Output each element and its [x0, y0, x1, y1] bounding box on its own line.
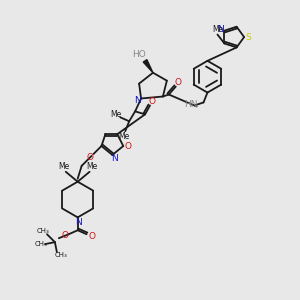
Text: O: O [86, 153, 93, 162]
Text: O: O [125, 142, 132, 151]
Text: CH₃: CH₃ [55, 252, 67, 258]
Text: Me: Me [118, 132, 130, 141]
Text: Me: Me [111, 110, 122, 119]
Text: O: O [61, 231, 68, 240]
Text: S: S [245, 33, 251, 42]
Text: O: O [148, 97, 155, 106]
Text: O: O [88, 232, 95, 241]
Text: N: N [217, 25, 224, 34]
Text: HO: HO [132, 50, 146, 59]
Text: CH₃: CH₃ [37, 228, 50, 234]
Text: N: N [134, 96, 140, 105]
Text: CH₃: CH₃ [34, 241, 47, 247]
Polygon shape [143, 60, 153, 73]
Text: Me: Me [58, 162, 69, 171]
Text: Me: Me [212, 25, 223, 34]
Text: N: N [75, 218, 82, 227]
Text: O: O [174, 78, 181, 87]
Text: Me: Me [86, 162, 97, 171]
Text: HN: HN [184, 100, 197, 109]
Text: N: N [111, 154, 118, 164]
